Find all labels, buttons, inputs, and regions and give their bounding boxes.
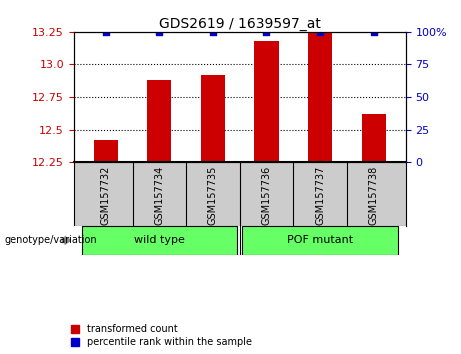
Bar [94, 140, 118, 162]
Text: GSM157732: GSM157732 [101, 165, 111, 225]
Point [209, 29, 217, 35]
Text: GSM157734: GSM157734 [154, 165, 165, 225]
Bar [242, 226, 398, 255]
Legend: transformed count, percentile rank within the sample: transformed count, percentile rank withi… [70, 322, 254, 349]
Text: POF mutant: POF mutant [287, 235, 353, 245]
Point [263, 29, 270, 35]
Point [370, 29, 377, 35]
Bar [361, 114, 385, 162]
Text: GSM157736: GSM157736 [261, 165, 272, 225]
Bar [201, 75, 225, 162]
Text: genotype/variation: genotype/variation [5, 235, 97, 245]
Bar [308, 32, 332, 162]
Text: GSM157738: GSM157738 [368, 165, 378, 225]
Point [156, 29, 163, 35]
Bar [82, 226, 237, 255]
Text: GSM157735: GSM157735 [208, 165, 218, 225]
Title: GDS2619 / 1639597_at: GDS2619 / 1639597_at [159, 17, 321, 31]
Text: wild type: wild type [134, 235, 185, 245]
Point [102, 29, 110, 35]
Point [316, 29, 324, 35]
Bar [254, 41, 278, 162]
Text: GSM157737: GSM157737 [315, 165, 325, 225]
Bar [148, 80, 171, 162]
